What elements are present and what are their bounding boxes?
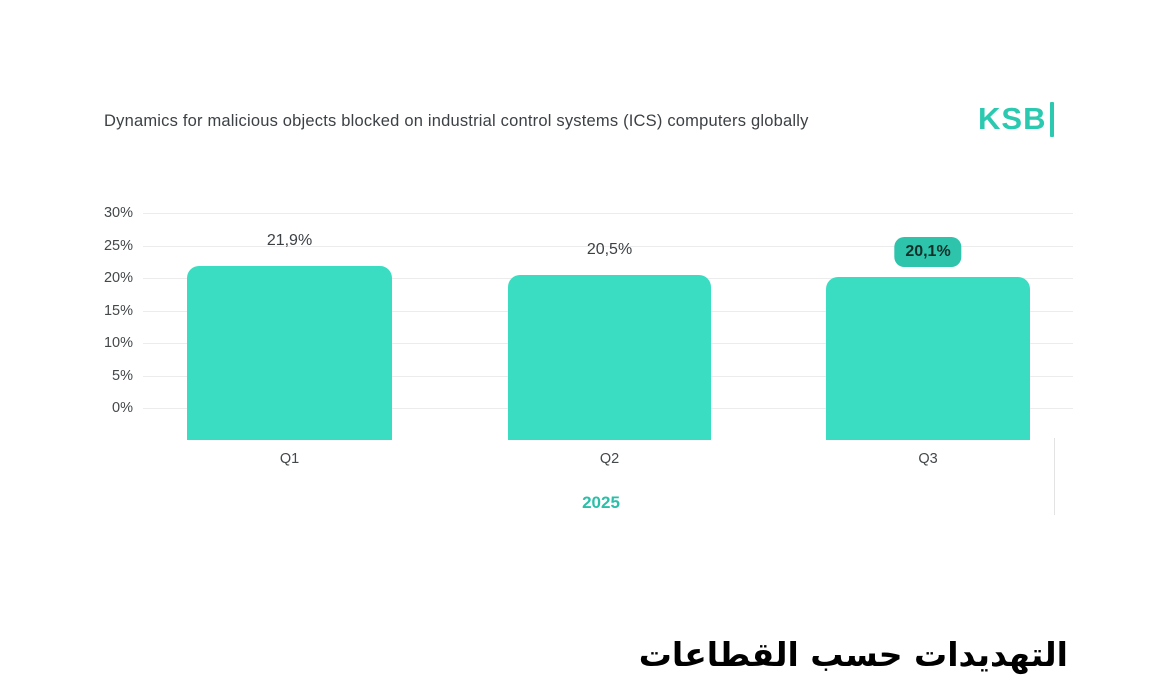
year-label: 2025 [582, 493, 620, 512]
y-tick-label: 20% [103, 270, 133, 286]
x-tick-q3: Q3 [918, 451, 938, 467]
bar-q2 [508, 274, 711, 440]
x-tick-q1: Q1 [279, 451, 300, 467]
y-tick-label: 15% [103, 302, 133, 319]
y-tick-label: 25% [103, 237, 133, 254]
gridline [143, 213, 1073, 214]
section-title-arabic: التهديدات حسب القطاعات [638, 635, 1068, 674]
year-separator-line [1054, 438, 1055, 515]
gridline [143, 245, 1073, 247]
y-tick-label: 0% [112, 400, 133, 416]
chart-title: Dynamics for malicious objects blocked o… [104, 112, 809, 130]
x-tick-q2: Q2 [599, 451, 620, 467]
bar-q3 [826, 277, 1030, 440]
value-label-q2: 20,5% [586, 240, 633, 258]
logo-cursor-bar [1050, 101, 1055, 137]
value-label-q3-badge: 20,1% [894, 237, 962, 268]
y-tick-label: 10% [103, 335, 133, 351]
value-label-q1: 21,9% [266, 231, 313, 249]
ksb-logo: KSB [978, 101, 1055, 137]
ksb-logo-text: KSB [978, 101, 1047, 136]
y-tick-label: 30% [103, 205, 133, 221]
bar-q1 [187, 265, 392, 440]
y-tick-label: 5% [112, 367, 133, 384]
